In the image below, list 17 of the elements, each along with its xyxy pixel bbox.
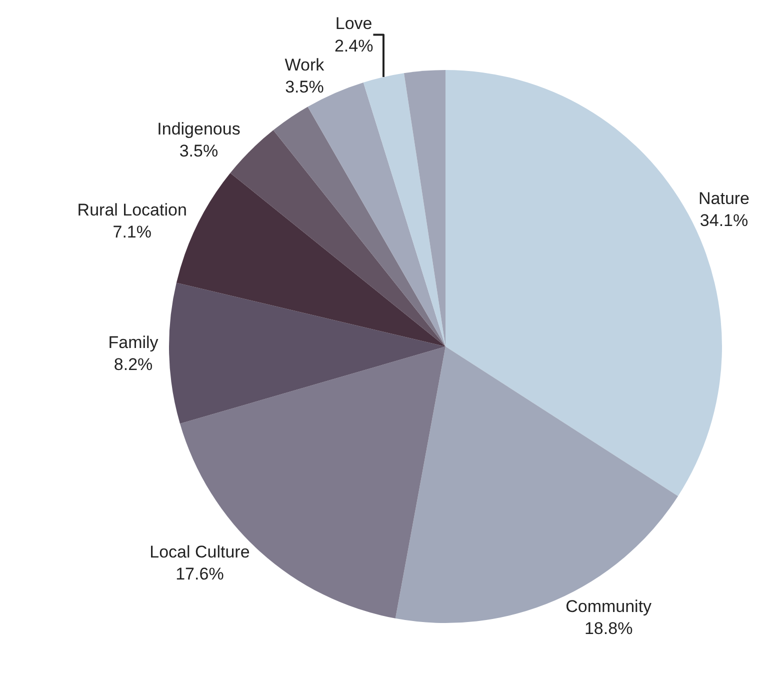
data-label: 3.5%	[179, 142, 218, 161]
slice-label: Nature	[698, 188, 750, 208]
slice-label: Local Culture	[150, 542, 250, 562]
data-label: 7.1%	[112, 222, 152, 242]
slice-label: Indigenous	[157, 119, 240, 138]
data-label: 3.5%	[285, 77, 324, 96]
slice-label: Community	[566, 597, 652, 616]
data-label: 17.6%	[176, 564, 224, 584]
pie-slice	[395, 346, 678, 623]
slice-label: Rural Location	[77, 200, 187, 220]
data-label: 2.4%	[334, 36, 374, 56]
slice-label: Love	[335, 14, 372, 34]
slice-label: Work	[284, 55, 325, 74]
data-label: 18.8%	[584, 619, 633, 638]
slice-label: Family	[108, 332, 159, 352]
data-label: 8.2%	[114, 355, 153, 374]
data-label: 34.1%	[700, 210, 748, 230]
